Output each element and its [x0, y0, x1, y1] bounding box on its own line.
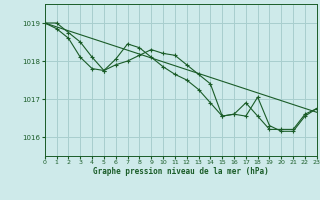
- X-axis label: Graphe pression niveau de la mer (hPa): Graphe pression niveau de la mer (hPa): [93, 167, 269, 176]
